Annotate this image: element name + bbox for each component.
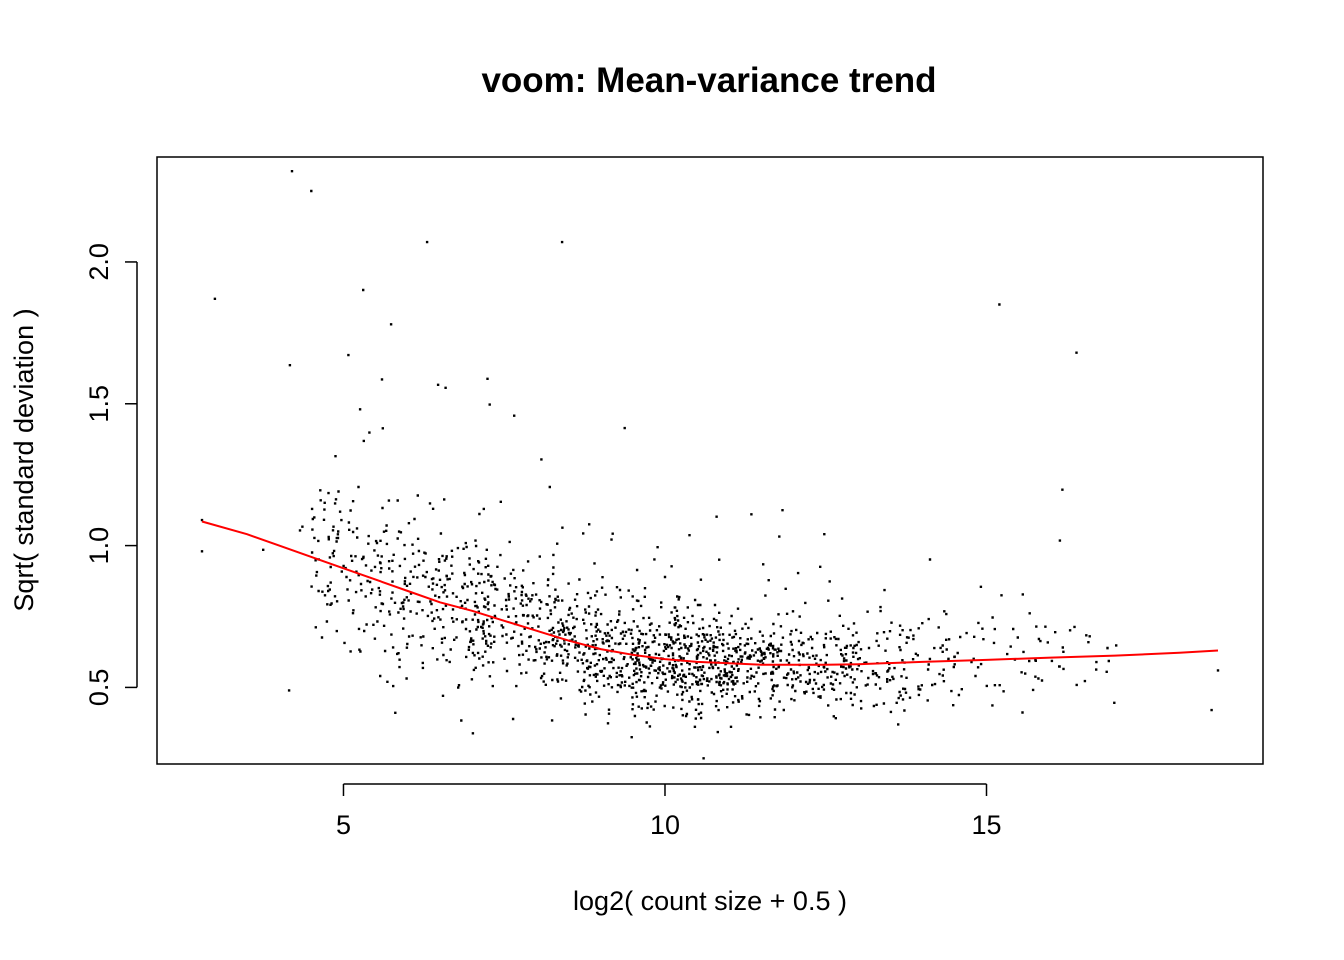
- y-tick-label: 1.0: [84, 527, 114, 565]
- y-axis-label: Sqrt( standard deviation ): [9, 308, 39, 611]
- x-axis: 5 10 15: [336, 783, 1002, 840]
- x-tick-label: 5: [336, 810, 351, 840]
- y-axis: 0.5 1.0 1.5 2.0: [84, 243, 138, 707]
- y-tick-label: 2.0: [84, 243, 114, 281]
- plot-frame: [156, 156, 1264, 765]
- x-tick-label: 15: [971, 810, 1001, 840]
- x-axis-label: log2( count size + 0.5 ): [573, 886, 847, 916]
- scatter-point-cloud: [200, 170, 1220, 760]
- y-tick-label: 1.5: [84, 385, 114, 423]
- scatter-points: [200, 170, 1220, 760]
- trend-line: [201, 520, 1219, 666]
- x-tick-label: 10: [650, 810, 680, 840]
- y-tick-label: 0.5: [84, 669, 114, 707]
- chart-title: voom: Mean-variance trend: [481, 61, 936, 100]
